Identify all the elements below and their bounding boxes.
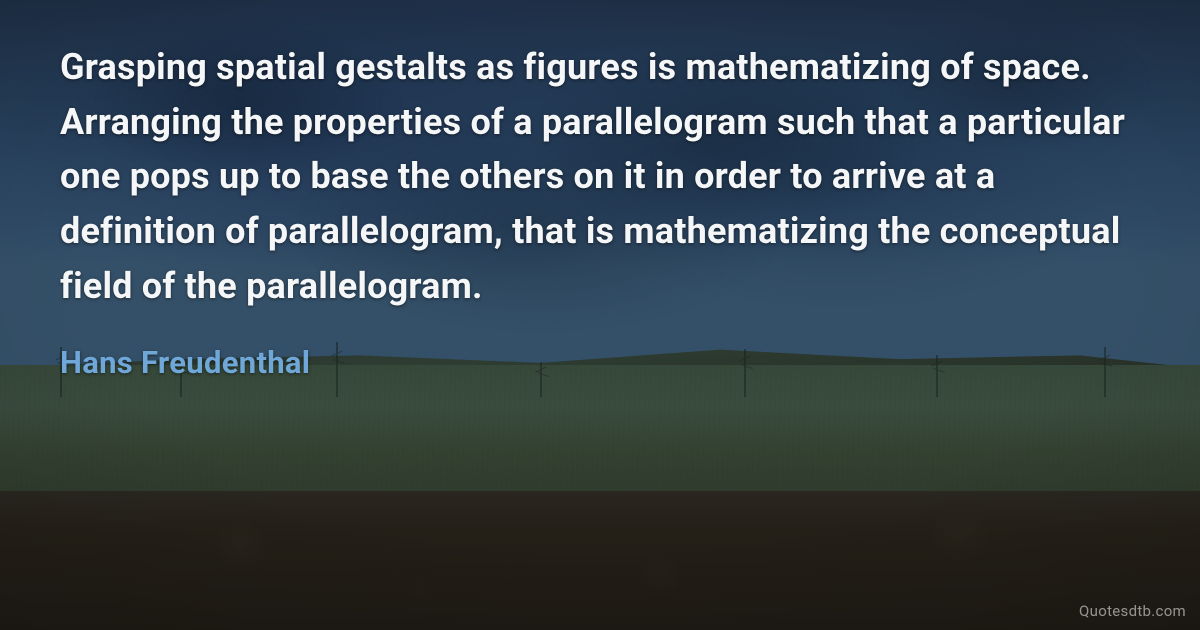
quote-text: Grasping spatial gestalts as figures is … [60, 40, 1140, 314]
quote-card-content: Grasping spatial gestalts as figures is … [0, 0, 1200, 630]
quote-author: Hans Freudenthal [60, 344, 1140, 381]
site-watermark: Quotesdtb.com [1079, 602, 1186, 620]
